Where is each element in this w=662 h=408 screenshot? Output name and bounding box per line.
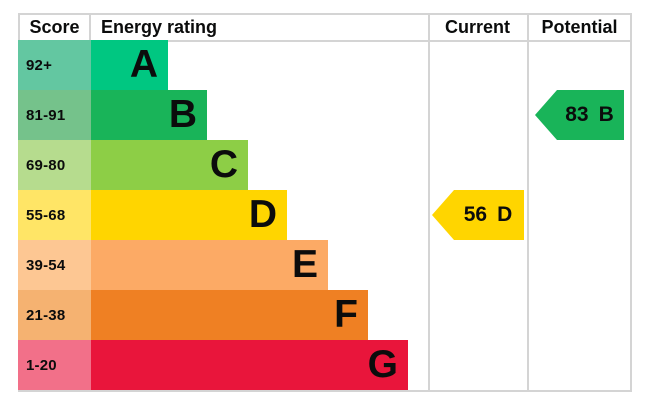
current-band-letter: D: [497, 203, 513, 226]
score-range-label: 21-38: [26, 306, 66, 324]
energy-rating-column-header: Energy rating: [101, 17, 218, 37]
potential-column-header: Potential: [541, 17, 618, 37]
energy-band-letter: A: [129, 43, 158, 86]
band-row-e: 39-54 E: [18, 240, 408, 290]
band-rows: 92+ A 81-91 B 69-80 C 55-68 D 39-54 E 21…: [18, 40, 408, 390]
score-range-label: 39-54: [26, 256, 66, 274]
band-row-b: 81-91 B: [18, 90, 408, 140]
band-row-f: 21-38 F: [18, 290, 408, 340]
score-range-label: 92+: [26, 56, 53, 74]
energy-band-letter: C: [209, 143, 238, 186]
energy-band-letter: G: [367, 343, 398, 386]
band-row-g: 1-20 G: [18, 340, 408, 390]
rating-table: Score Energy rating Current Potential 92…: [18, 13, 632, 392]
current-score-value: 56: [463, 203, 488, 226]
energy-band-bar: G: [91, 340, 408, 390]
potential-score-value: 83: [565, 103, 589, 126]
current-column-divider: [428, 15, 430, 390]
energy-band-letter: B: [168, 93, 197, 136]
score-range-cell: 39-54: [18, 240, 91, 290]
band-row-a: 92+ A: [18, 40, 408, 90]
energy-band-bar: F: [91, 290, 368, 340]
score-range-cell: 81-91: [18, 90, 91, 140]
energy-band-bar: B: [91, 90, 207, 140]
score-range-cell: 1-20: [18, 340, 91, 390]
potential-band-letter: B: [598, 103, 614, 126]
score-range-label: 1-20: [26, 356, 57, 374]
energy-band-bar: D: [91, 190, 287, 240]
score-range-cell: 55-68: [18, 190, 91, 240]
potential-rating-arrow: 83 B: [535, 90, 624, 140]
energy-band-letter: D: [248, 193, 277, 236]
score-range-cell: 92+: [18, 40, 91, 90]
score-range-cell: 69-80: [18, 140, 91, 190]
score-range-cell: 21-38: [18, 290, 91, 340]
score-range-label: 55-68: [26, 206, 66, 224]
energy-band-bar: E: [91, 240, 328, 290]
band-row-d: 55-68 D: [18, 190, 408, 240]
energy-band-bar: C: [91, 140, 248, 190]
current-column-header: Current: [444, 17, 510, 37]
score-range-label: 69-80: [26, 156, 66, 174]
energy-band-letter: E: [291, 243, 318, 286]
score-range-label: 81-91: [26, 106, 66, 124]
table-header-row: Score Energy rating Current Potential: [18, 15, 632, 42]
energy-band-bar: A: [91, 40, 168, 90]
potential-column-divider: [527, 15, 529, 390]
score-column-header: Score: [18, 15, 91, 40]
table-right-border: [630, 15, 632, 390]
current-rating-arrow: 56 D: [432, 190, 524, 240]
band-row-c: 69-80 C: [18, 140, 408, 190]
energy-band-letter: F: [334, 293, 358, 336]
